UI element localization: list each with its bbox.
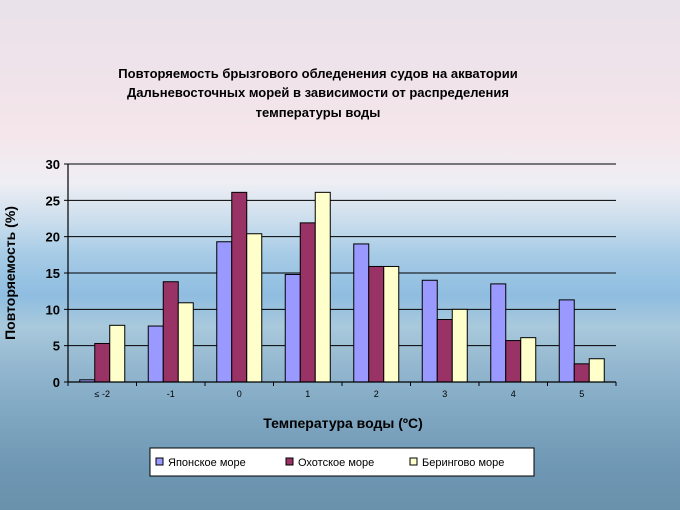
- y-tick-label: 0: [53, 375, 60, 390]
- x-tick-label: 4: [511, 389, 516, 399]
- y-tick-label: 25: [46, 193, 60, 208]
- bar: [558, 299, 575, 383]
- bars-area: [79, 191, 605, 383]
- bar: [520, 337, 537, 383]
- legend-label: Японское море: [168, 457, 246, 469]
- x-tick-label: 3: [442, 389, 447, 399]
- legend: Японское море Охотское море Берингово море: [149, 447, 535, 477]
- axes: [64, 163, 617, 386]
- x-tick-label: ≤ -2: [95, 389, 110, 399]
- legend-swatch: [155, 457, 164, 466]
- y-tick-labels: 0 5 10 15 20 25 30: [46, 157, 60, 390]
- bar: [314, 191, 331, 383]
- legend-box: [149, 447, 535, 477]
- chart-title-line: температуры воды: [256, 105, 381, 120]
- x-tick-label: 0: [237, 389, 242, 399]
- y-tick-label: 5: [53, 339, 60, 354]
- chart-title-line: Дальневосточных морей в зависимости от р…: [127, 85, 509, 100]
- x-tick-label: -1: [167, 389, 175, 399]
- bar: [284, 273, 301, 383]
- x-tick-label: 5: [579, 389, 584, 399]
- bar: [109, 324, 126, 383]
- chart-title: Повторяемость брызгового обледенения суд…: [118, 66, 517, 120]
- bar: [421, 279, 438, 383]
- y-tick-label: 20: [46, 230, 60, 245]
- x-tick-label: 1: [305, 389, 310, 399]
- y-axis-title: Повторяемость (%): [2, 206, 18, 340]
- bar: [368, 265, 385, 383]
- y-tick-label: 15: [46, 266, 60, 281]
- bar: [490, 283, 507, 383]
- bar: [588, 358, 605, 383]
- y-tick-label: 30: [46, 157, 60, 172]
- bar: [299, 222, 316, 383]
- chart-title-line: Повторяемость брызгового обледенения суд…: [118, 66, 517, 81]
- y-tick-label: 10: [46, 302, 60, 317]
- bar: [573, 363, 590, 383]
- bar: [451, 308, 468, 383]
- bar: [177, 302, 194, 383]
- legend-label: Охотское море: [298, 457, 374, 469]
- bar: [246, 233, 263, 383]
- legend-swatch: [285, 457, 294, 466]
- legend-label: Берингово море: [422, 457, 504, 469]
- bar: [353, 243, 370, 383]
- bar: [147, 325, 164, 383]
- legend-swatch: [409, 457, 418, 466]
- x-tick-labels: ≤ -2 -1 0 1 2 3 4 5: [95, 389, 585, 399]
- bar: [383, 265, 400, 383]
- bar: [162, 281, 179, 383]
- x-tick-label: 2: [374, 389, 379, 399]
- grid-lines: [68, 163, 616, 347]
- bar: [436, 319, 453, 383]
- x-axis-title: Температура воды (ºС): [263, 415, 423, 431]
- bar: [94, 342, 111, 383]
- bar: [231, 191, 248, 383]
- bar: [216, 241, 233, 383]
- bar: [505, 340, 522, 383]
